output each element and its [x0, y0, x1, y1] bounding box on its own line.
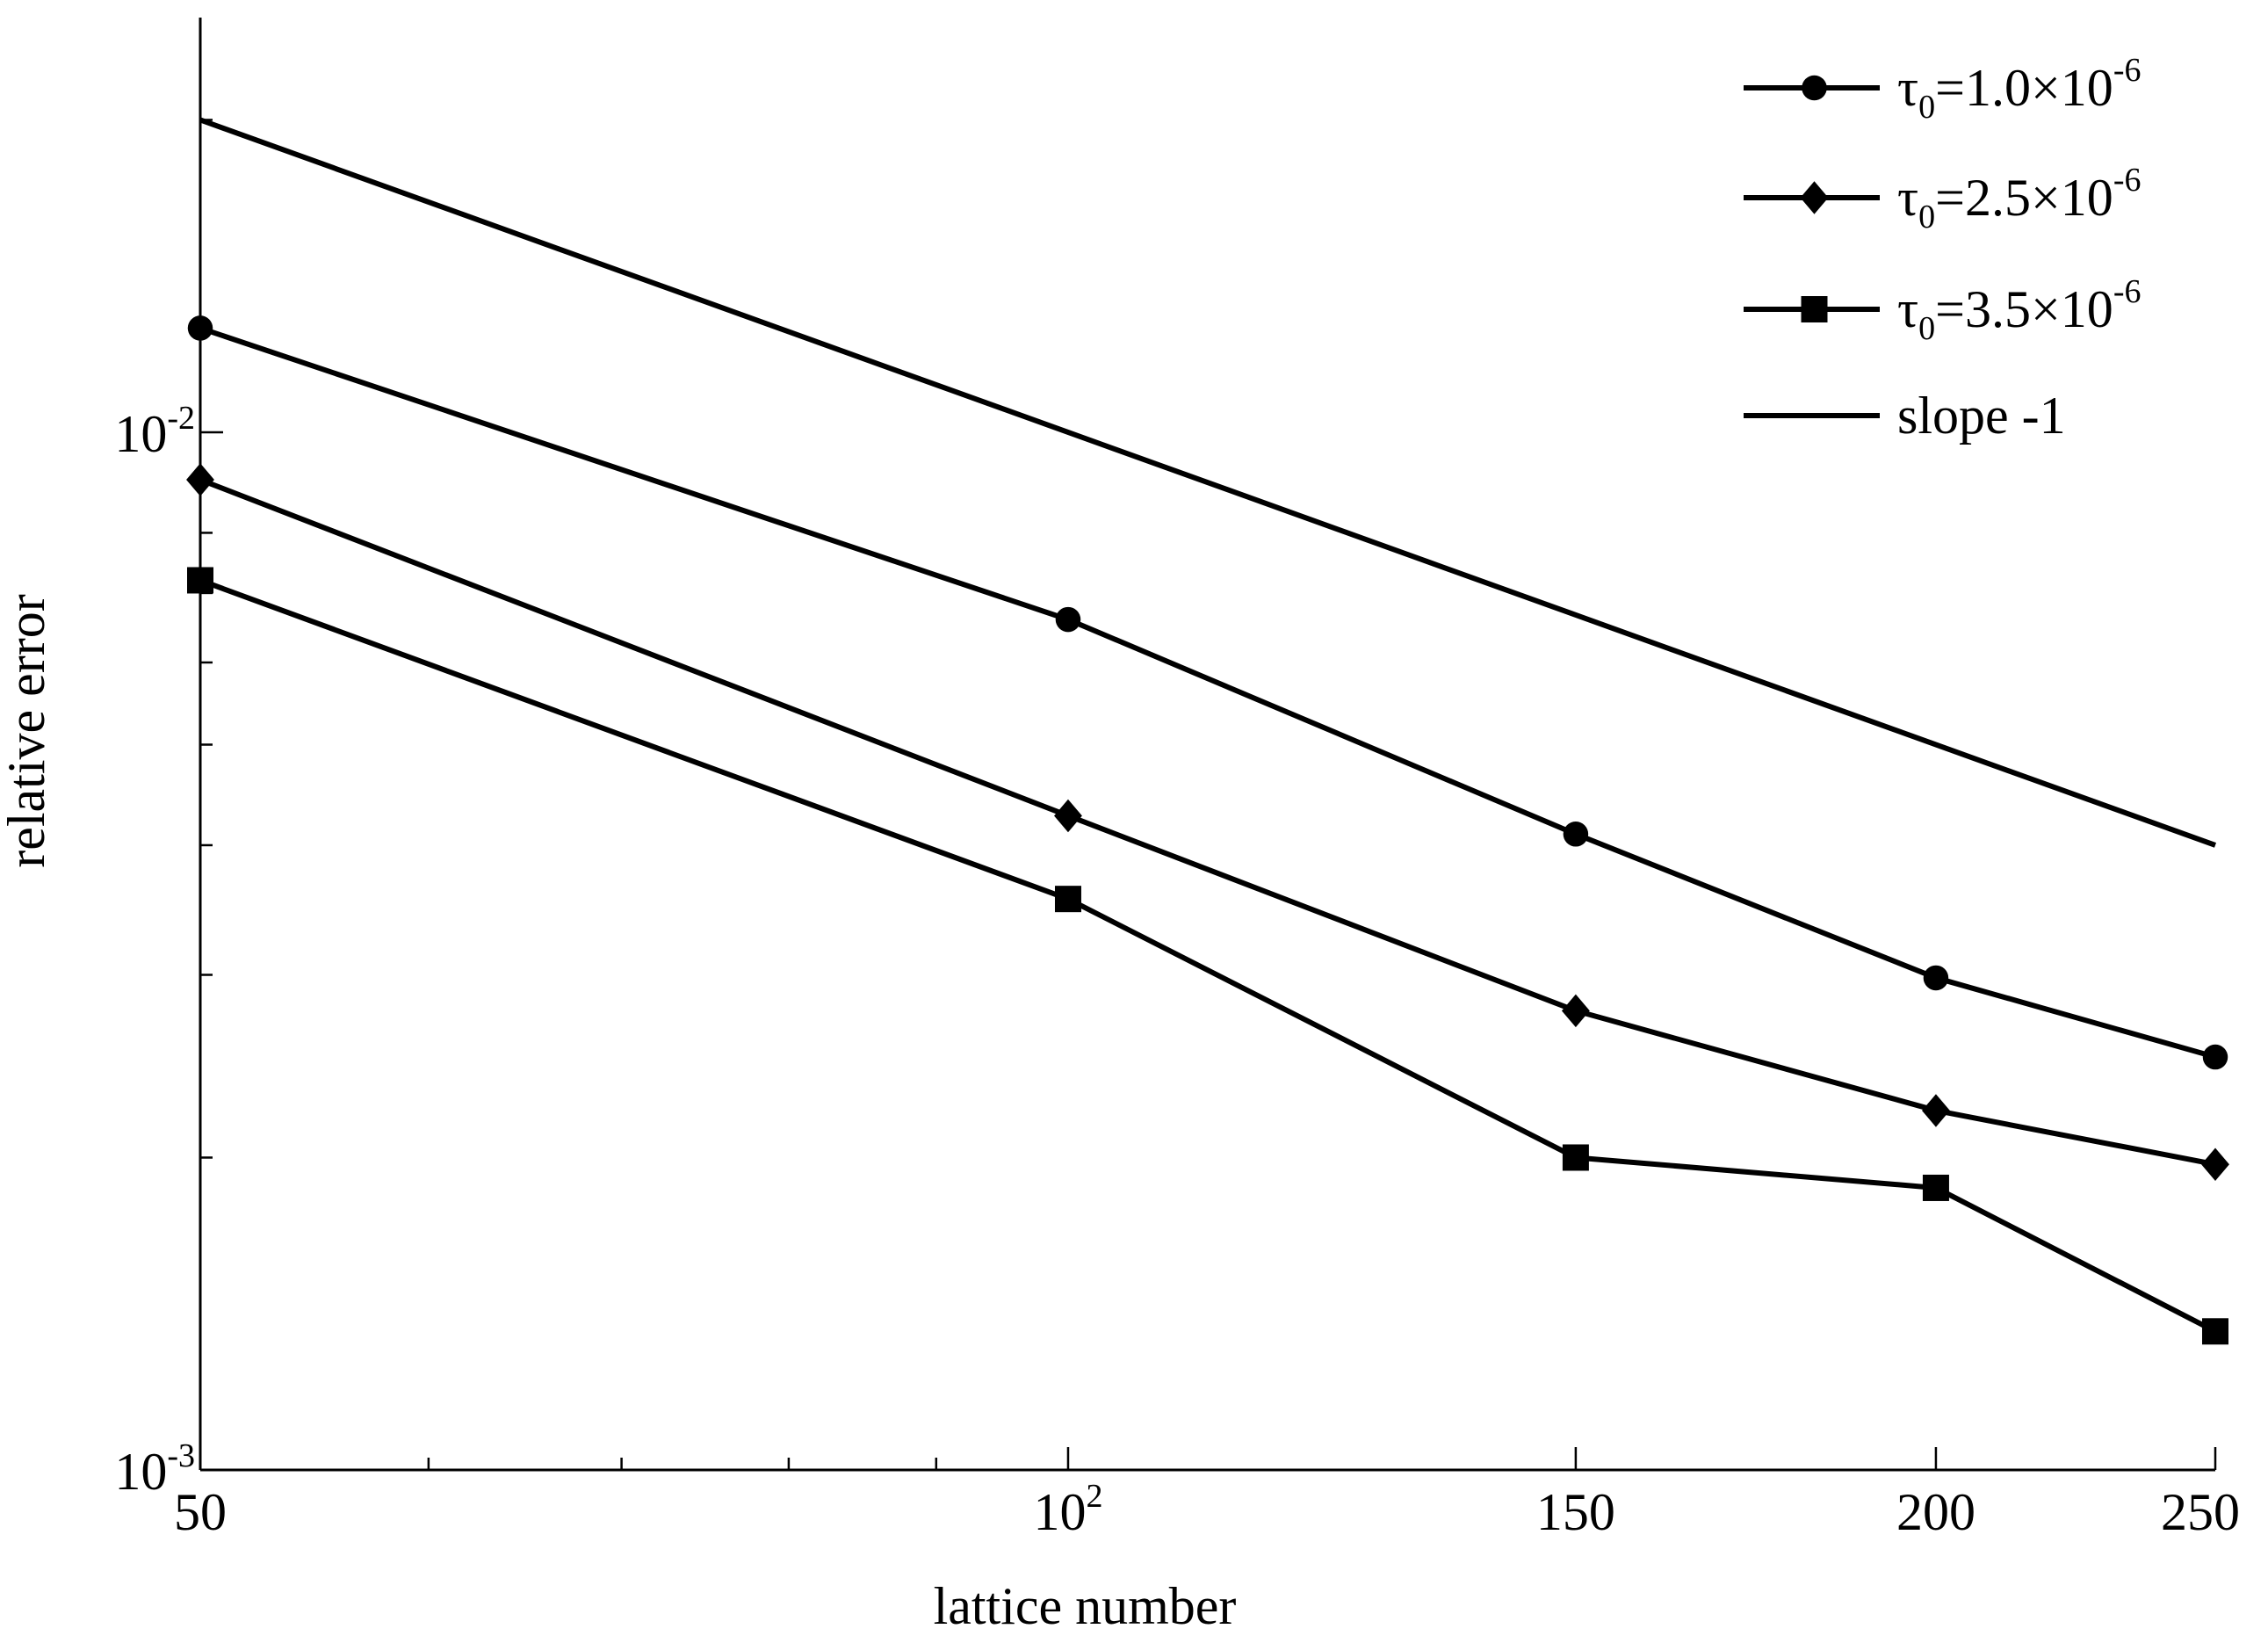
- data-point-square: [1922, 1174, 1949, 1201]
- x-tick-label: 250: [2161, 1483, 2240, 1541]
- data-point-diamond: [1054, 799, 1082, 833]
- legend-marker-diamond: [1800, 181, 1829, 214]
- data-point-diamond: [1922, 1094, 1950, 1127]
- data-point-square: [1054, 886, 1081, 913]
- data-point-square: [1562, 1144, 1589, 1171]
- x-tick-label: 150: [1536, 1483, 1615, 1541]
- x-tick-label: 200: [1896, 1483, 1975, 1541]
- series-line-3: [199, 577, 2217, 1334]
- data-point-circle: [1923, 965, 1949, 991]
- data-point-circle: [1563, 822, 1589, 847]
- legend-marker-circle: [1802, 75, 1827, 101]
- data-point-diamond: [1561, 994, 1590, 1028]
- axes: 50 102 150 200 250 10-3 10-2: [114, 18, 2240, 1541]
- legend-entry-1: τ0=1.0×10-6: [1897, 52, 2141, 126]
- data-point-square: [2202, 1318, 2228, 1345]
- x-axis-label: lattice number: [934, 1577, 1237, 1635]
- legend: τ0=1.0×10-6 τ0=2.5×10-6 τ0=3.5×10-6 slope -…: [1744, 52, 2141, 445]
- data-point-circle: [1055, 606, 1081, 633]
- legend-entry-2: τ0=2.5×10-6: [1897, 162, 2141, 235]
- data-point-diamond: [2201, 1147, 2229, 1181]
- y-tick-label: 10-3: [114, 1437, 195, 1501]
- series-line-4: [199, 117, 2217, 848]
- y-axis-label: relative error: [0, 594, 55, 867]
- x-tick-label: 102: [1033, 1478, 1102, 1541]
- legend-entry-4: slope -1: [1897, 387, 2066, 445]
- y-tick-label: 10-2: [114, 400, 195, 463]
- series-line-2: [199, 477, 2216, 1168]
- legend-marker-square: [1801, 296, 1828, 322]
- data-point-circle: [2202, 1044, 2228, 1070]
- plot-markers: [186, 315, 2229, 1345]
- x-tick-label: 50: [174, 1483, 227, 1541]
- legend-entry-3: τ0=3.5×10-6: [1897, 273, 2141, 347]
